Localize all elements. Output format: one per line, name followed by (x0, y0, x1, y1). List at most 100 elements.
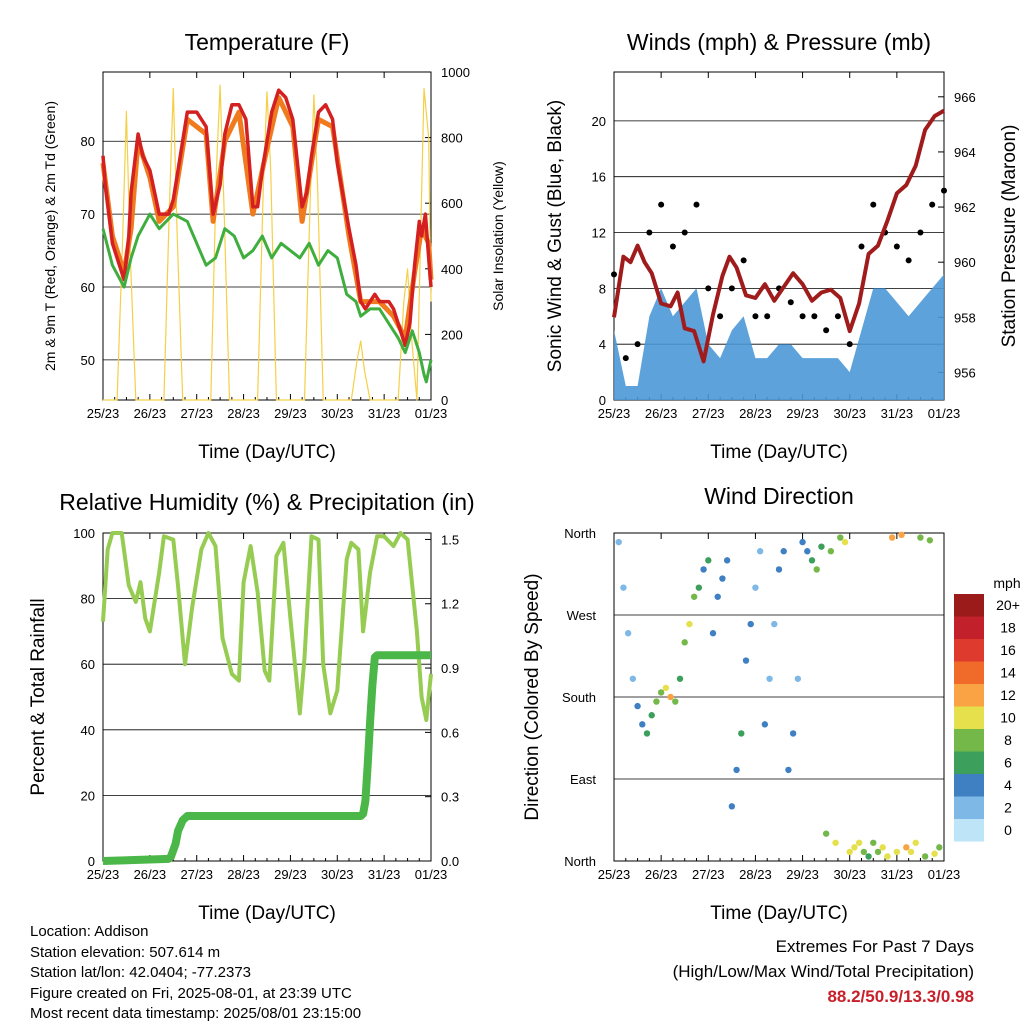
wind-direction-point (714, 593, 721, 600)
gust-point (929, 201, 936, 208)
speed-legend-swatch (954, 594, 984, 617)
rh-precip-panel (102, 532, 432, 862)
relative-humidity-line (101, 531, 433, 722)
wind-direction-title: Wind Direction (704, 483, 854, 509)
wind-direction-point (733, 766, 740, 774)
speed-legend-label: 12 (1000, 687, 1016, 703)
winds-pressure-ytick-right-label: 962 (954, 200, 976, 215)
gust-point (905, 257, 912, 264)
winds-pressure-xtick-label: 27/23 (692, 406, 725, 421)
location-text: Location: Addison (30, 923, 149, 940)
rh-precip-xtick-label: 01/23 (415, 867, 448, 882)
wind-direction-xlabel: Time (Day/UTC) (710, 903, 848, 924)
wind-direction-point (931, 850, 938, 857)
wind-direction-point (705, 557, 712, 564)
wind-direction-point (639, 721, 646, 728)
gust-point (764, 313, 771, 320)
gust-point (787, 299, 794, 306)
rh-precip-ytick-right-label: 0.3 (441, 790, 459, 805)
wind-direction-point (667, 693, 674, 701)
winds-pressure-ytick-right-label: 956 (954, 365, 976, 380)
wind-direction-point (690, 593, 698, 600)
gust-point (622, 355, 629, 362)
gust-point (870, 201, 877, 208)
rh-precip-ytick-label: 0 (88, 854, 95, 869)
wind-direction-point (799, 538, 806, 546)
wind-direction-point (851, 844, 858, 851)
rh-precip-ylabel: Percent & Total Rainfall (28, 598, 49, 795)
wind-direction-point (789, 730, 797, 737)
wind-direction-point (686, 620, 693, 628)
temperature-xtick-label: 31/23 (368, 406, 401, 421)
sonic-wind-band (614, 274, 944, 400)
wind-direction-point (771, 620, 778, 628)
wind-direction-ylabel: Direction (Colored By Speed) (522, 573, 543, 820)
wind-direction-point (761, 721, 769, 728)
wind-direction-point (832, 839, 839, 846)
speed-legend-label: 18 (1000, 620, 1016, 636)
wind-direction-point (888, 534, 896, 541)
wind-direction-xtick-label: 28/23 (739, 867, 772, 882)
temperature-ylabel-right: Solar Insolation (Yellow) (490, 161, 506, 311)
temperature-ytick-right-label: 800 (441, 131, 463, 146)
rh-precip-xtick-label: 28/23 (227, 867, 260, 882)
wind-direction-point (818, 543, 825, 550)
wind-direction-point (865, 853, 872, 860)
wind-direction-point (695, 584, 703, 591)
gust-point (893, 243, 900, 250)
wind-direction-xtick-label: 30/23 (833, 867, 866, 882)
rh-precip-ytick-right-label: 0.0 (441, 854, 459, 869)
gust-point (752, 313, 759, 320)
speed-legend-swatch (954, 819, 984, 842)
rh-precip-plot-frame (102, 532, 432, 862)
wind-direction-point (827, 548, 835, 555)
created-text: Figure created on Fri, 2025-08-01, at 23… (30, 984, 352, 1002)
winds-pressure-ytick-label: 12 (592, 226, 606, 241)
extremes-box: Extremes For Past 7 Days (High/Low/Max W… (673, 934, 974, 1009)
wind-direction-point (766, 675, 773, 682)
gust-point (669, 243, 676, 250)
temperature-ytick-right-label: 200 (441, 327, 463, 342)
temperature-xtick-label: 01/23 (415, 406, 448, 421)
temperature-ytick-right-label: 400 (441, 262, 463, 277)
temperature-ytick-right-label: 0 (441, 393, 448, 408)
extremes-title: Extremes For Past 7 Days (775, 937, 974, 956)
winds-pressure-ytick-label: 4 (599, 337, 606, 352)
total-rainfall-line (102, 651, 431, 865)
rh-precip-ytick-right-label: 0.9 (441, 661, 459, 676)
rh-precip-ytick-label: 60 (81, 657, 95, 672)
gust-point (917, 229, 924, 236)
wind-direction-ytick-label: North (564, 526, 596, 541)
temperature-ytick-right-label: 600 (441, 196, 463, 211)
gust-point (941, 187, 947, 194)
rh-precip-xlabel: Time (Day/UTC) (198, 903, 336, 924)
wind-direction-point (822, 830, 830, 837)
rh-precip-xtick-label: 26/23 (134, 867, 167, 882)
speed-legend-label: 6 (1004, 755, 1012, 771)
winds-pressure-title: Winds (mph) & Pressure (mb) (627, 29, 931, 55)
rh-precip-ytick-label: 80 (81, 592, 95, 607)
winds-pressure-ytick-right-label: 960 (954, 255, 976, 270)
rh-precip-ytick-right-label: 0.6 (441, 725, 459, 740)
speed-legend-label: 14 (1000, 665, 1016, 681)
gust-point (846, 341, 853, 348)
wind-direction-xtick-label: 31/23 (881, 867, 914, 882)
winds-pressure-ytick-right-label: 958 (954, 310, 976, 325)
speed-legend-swatch (954, 639, 984, 662)
wind-direction-point (921, 853, 929, 860)
wind-direction-point (804, 548, 811, 555)
wind-direction-point (629, 675, 637, 682)
wind-direction-point (681, 639, 688, 646)
temperature-xlabel: Time (Day/UTC) (198, 442, 336, 463)
gust-point (834, 313, 841, 320)
temp-2m-line (101, 88, 433, 348)
speed-legend-label: 2 (1004, 800, 1012, 816)
gust-point (728, 285, 735, 292)
winds-pressure-ytick-label: 0 (599, 393, 606, 408)
speed-legend-label: 4 (1004, 777, 1012, 793)
rh-precip-xtick-label: 30/23 (321, 867, 354, 882)
wind-direction-point (884, 853, 891, 860)
wind-direction-point (742, 657, 750, 664)
winds-pressure-xlabel: Time (Day/UTC) (710, 442, 848, 463)
